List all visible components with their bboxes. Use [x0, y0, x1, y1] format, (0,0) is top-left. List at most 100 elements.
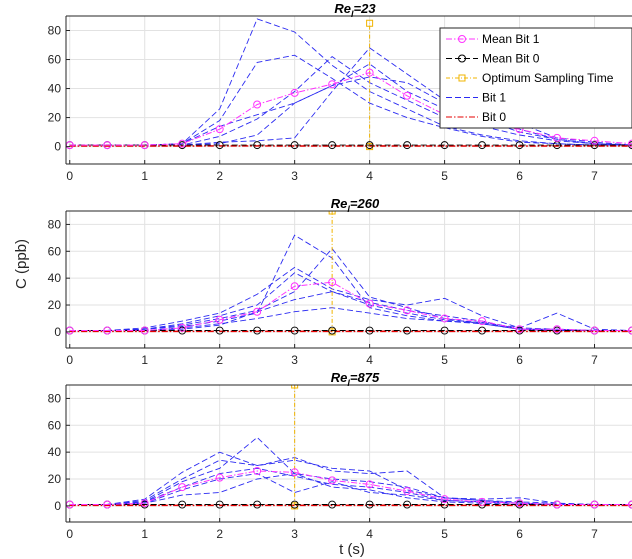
y-tick-label: 40 — [48, 445, 62, 459]
x-tick-label: 2 — [216, 353, 223, 367]
mean-bit0-point — [290, 500, 299, 509]
mean-bit1-point — [178, 483, 187, 492]
mean-bit0-point — [403, 326, 412, 335]
mean-bit1-point — [628, 500, 632, 509]
mean-bit1-point — [590, 326, 599, 335]
legend-label: Bit 1 — [482, 91, 506, 105]
y-tick-label: 20 — [48, 298, 62, 312]
mean-bit1-point — [553, 500, 562, 509]
x-axis-label: t (s) — [339, 541, 365, 558]
x-tick-label: 5 — [441, 527, 448, 541]
y-tick-label: 0 — [54, 499, 61, 513]
bit1-trace — [69, 451, 632, 505]
mean-bit0-point — [253, 326, 262, 335]
mean-bit1-point — [365, 68, 374, 77]
y-tick-label: 20 — [48, 472, 62, 486]
legend-item-mean-bit1: Mean Bit 1 — [446, 32, 540, 46]
y-tick-label: 0 — [54, 140, 61, 154]
y-tick-label: 40 — [48, 271, 62, 285]
x-tick-label: 7 — [591, 353, 598, 367]
mean-bit0-point — [253, 500, 262, 509]
mean-bit1-point — [515, 325, 524, 334]
x-tick-label: 1 — [141, 353, 148, 367]
mean-bit1-point — [103, 141, 112, 150]
legend-label: Mean Bit 0 — [482, 52, 540, 66]
mean-bit1-point — [440, 495, 449, 504]
x-tick-label: 6 — [516, 527, 523, 541]
legend-marker — [458, 35, 466, 43]
mean-bit0-point — [365, 326, 374, 335]
legend-item-mean-bit0: Mean Bit 0 — [446, 52, 540, 66]
x-tick-label: 1 — [141, 527, 148, 541]
bit1-trace — [69, 266, 632, 331]
legend-label: Mean Bit 1 — [482, 32, 540, 46]
mean-bit0-point — [440, 326, 449, 335]
series-group — [66, 18, 632, 151]
mean-bit0-point — [403, 141, 412, 150]
mean-bit1-point — [365, 299, 374, 308]
mean-bit1-line — [69, 281, 632, 331]
mean-bit1-line — [69, 72, 632, 146]
mean-bit1-point — [553, 325, 562, 334]
legend-box — [439, 27, 632, 129]
mean-bit1-point — [140, 141, 149, 150]
mean-bit0-point — [290, 326, 299, 335]
mean-bit1-point — [140, 499, 149, 508]
mean-bit1-point — [553, 133, 562, 142]
x-tick-label: 4 — [366, 527, 373, 541]
mean-bit0-point — [478, 141, 487, 150]
mean-bit1-point — [628, 326, 632, 335]
mean-bit1-point — [515, 499, 524, 508]
mean-bit0-point — [328, 500, 337, 509]
panel-title: Rel=875 — [331, 370, 380, 388]
legend-marker — [458, 54, 466, 63]
mean-bit1-point — [403, 91, 412, 100]
mean-bit1-point — [253, 466, 262, 475]
mean-bit1-point — [328, 278, 337, 287]
y-tick-label: 40 — [48, 82, 62, 96]
mean-bit1-point — [290, 468, 299, 477]
x-tick-label: 3 — [291, 353, 298, 367]
mean-bit1-point — [365, 480, 374, 489]
x-tick-label: 7 — [591, 169, 598, 183]
x-tick-label: 4 — [366, 169, 373, 183]
mean-bit0-point — [215, 500, 224, 509]
mean-bit1-point — [215, 473, 224, 482]
mean-bit1-point — [590, 500, 599, 509]
mean-bit1-line — [69, 470, 632, 505]
mean-bit1-point — [403, 487, 412, 496]
optimum-marker — [366, 19, 374, 27]
mean-bit1-point — [440, 314, 449, 323]
mean-bit1-point — [328, 476, 337, 485]
x-tick-label: 7 — [591, 527, 598, 541]
x-tick-label: 5 — [441, 169, 448, 183]
x-tick-label: 6 — [516, 169, 523, 183]
x-tick-label: 1 — [141, 169, 148, 183]
x-tick-label: 5 — [441, 353, 448, 367]
bit1-trace — [69, 247, 632, 331]
legend-label: Optimum Sampling Time — [482, 71, 614, 85]
mean-bit1-point — [253, 307, 262, 316]
mean-bit0-point — [178, 500, 187, 509]
mean-bit1-point — [215, 125, 224, 134]
mean-bit1-point — [403, 306, 412, 315]
x-tick-label: 0 — [66, 527, 73, 541]
mean-bit0-point — [328, 326, 337, 335]
x-tick-label: 4 — [366, 353, 373, 367]
panel-title: Rel=260 — [331, 196, 380, 214]
series-group — [66, 211, 632, 336]
mean-bit0-point — [290, 141, 299, 150]
legend-item-optimum: Optimum Sampling Time — [446, 71, 614, 85]
mean-bit0-point — [478, 326, 487, 335]
mean-bit1-point — [328, 80, 337, 89]
legend-item-bit1: Bit 1 — [446, 91, 506, 105]
mean-bit0-point — [215, 141, 224, 150]
mean-bit0-point — [215, 326, 224, 335]
mean-bit0-point — [440, 141, 449, 150]
y-tick-label: 80 — [48, 391, 62, 405]
mean-bit1-point — [103, 500, 112, 509]
mean-bit0-point — [403, 500, 412, 509]
x-tick-label: 3 — [291, 527, 298, 541]
y-tick-label: 0 — [54, 325, 61, 339]
